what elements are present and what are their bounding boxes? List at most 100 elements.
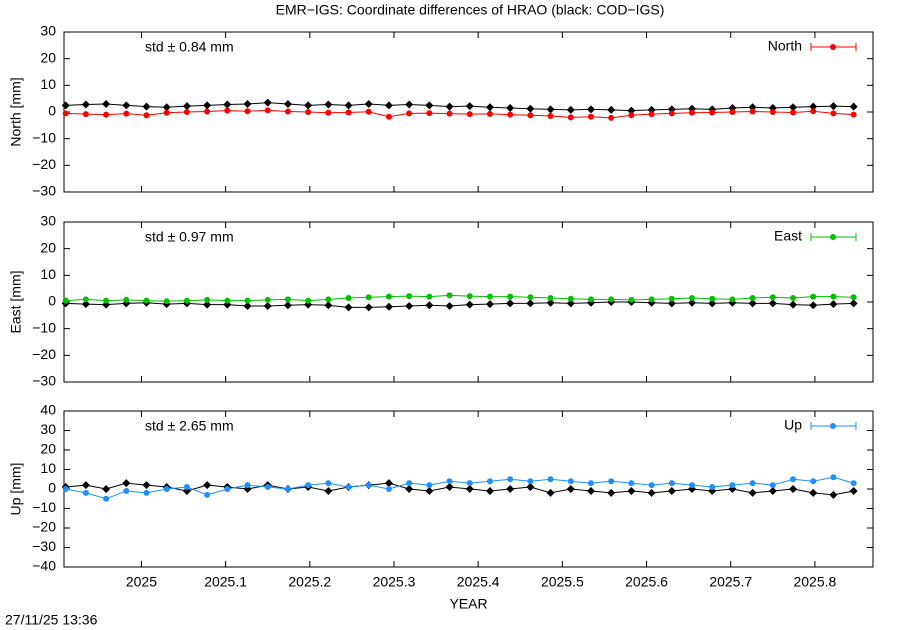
data-point (365, 294, 372, 301)
data-point (546, 488, 555, 497)
y-tick-label: −10 (32, 129, 56, 145)
data-point (608, 296, 615, 303)
data-point (527, 294, 534, 301)
data-point (406, 293, 413, 300)
data-point (182, 102, 191, 111)
data-point (668, 110, 675, 117)
data-point (849, 486, 858, 495)
data-point (405, 100, 414, 109)
data-point (769, 482, 776, 489)
y-tick-label: −20 (32, 519, 56, 535)
data-point (425, 486, 434, 495)
data-point (627, 486, 636, 495)
data-point (224, 107, 231, 114)
y-tick-label: 30 (40, 421, 56, 437)
data-point (768, 299, 777, 308)
data-point (567, 295, 574, 302)
data-point (304, 101, 313, 110)
data-point (163, 486, 170, 492)
data-point (264, 107, 271, 114)
data-point (425, 301, 434, 310)
data-point (385, 293, 392, 300)
data-point (305, 482, 312, 489)
y-tick-label: 30 (40, 23, 56, 39)
data-point (506, 104, 515, 112)
data-point (566, 105, 575, 114)
data-point (162, 103, 171, 112)
data-point (506, 299, 515, 308)
data-point (406, 110, 413, 117)
y-tick-label: 10 (40, 266, 56, 282)
data-point (163, 109, 170, 116)
legend-label: East (774, 228, 802, 244)
data-point (324, 100, 333, 109)
data-point (345, 484, 352, 491)
y-tick-label: −10 (32, 499, 56, 515)
data-point (325, 480, 332, 487)
data-point (709, 109, 716, 116)
data-point (749, 480, 756, 487)
y-tick-label: 10 (40, 76, 56, 92)
data-point (385, 486, 392, 492)
data-point (243, 302, 252, 310)
data-point (769, 294, 776, 301)
data-point (789, 300, 798, 309)
y-tick-label: −30 (32, 373, 56, 389)
y-tick-label: 40 (40, 402, 56, 418)
data-point (426, 482, 433, 489)
data-point (102, 485, 111, 493)
data-point (829, 490, 838, 499)
series-line (65, 482, 854, 496)
data-point (143, 297, 150, 304)
data-point (486, 478, 493, 485)
y-tick-label: −20 (32, 346, 56, 362)
y-axis-label: East [mm] (8, 270, 24, 333)
data-point (628, 480, 635, 487)
series-line (65, 102, 854, 112)
data-point (648, 111, 655, 118)
data-point (284, 296, 291, 303)
data-point (486, 293, 493, 300)
series-line (65, 301, 854, 308)
data-point (526, 104, 535, 113)
data-point (183, 109, 190, 115)
y-tick-label: −30 (32, 538, 56, 554)
x-tick-label: 2025 (126, 574, 157, 590)
data-point (627, 106, 636, 115)
data-point (405, 485, 414, 493)
data-point (850, 480, 857, 487)
data-point (244, 297, 251, 304)
y-tick-label: 0 (48, 480, 56, 496)
data-point (224, 297, 231, 304)
data-point (384, 101, 393, 110)
data-point (587, 113, 594, 120)
data-point (406, 480, 413, 487)
data-point (688, 298, 697, 307)
data-point (62, 486, 69, 492)
data-point (506, 485, 515, 493)
series-line (65, 476, 854, 500)
data-point (365, 482, 372, 489)
data-point (305, 297, 312, 304)
x-tick-label: 2025.1 (204, 574, 247, 590)
data-point (163, 298, 170, 305)
data-point (345, 109, 352, 116)
data-point (829, 300, 838, 309)
data-point (244, 108, 251, 115)
y-tick-label: −10 (32, 319, 56, 335)
data-point (810, 108, 817, 115)
legend-swatch (830, 423, 836, 429)
data-point (486, 110, 493, 117)
data-point (547, 295, 554, 301)
data-point (244, 482, 251, 489)
data-point (466, 111, 473, 118)
data-point (263, 98, 272, 107)
data-point (769, 109, 776, 115)
data-point (143, 112, 150, 119)
data-point (567, 114, 574, 121)
data-point (790, 476, 797, 483)
data-point (567, 478, 574, 485)
data-point (648, 296, 655, 303)
data-point (729, 296, 736, 303)
